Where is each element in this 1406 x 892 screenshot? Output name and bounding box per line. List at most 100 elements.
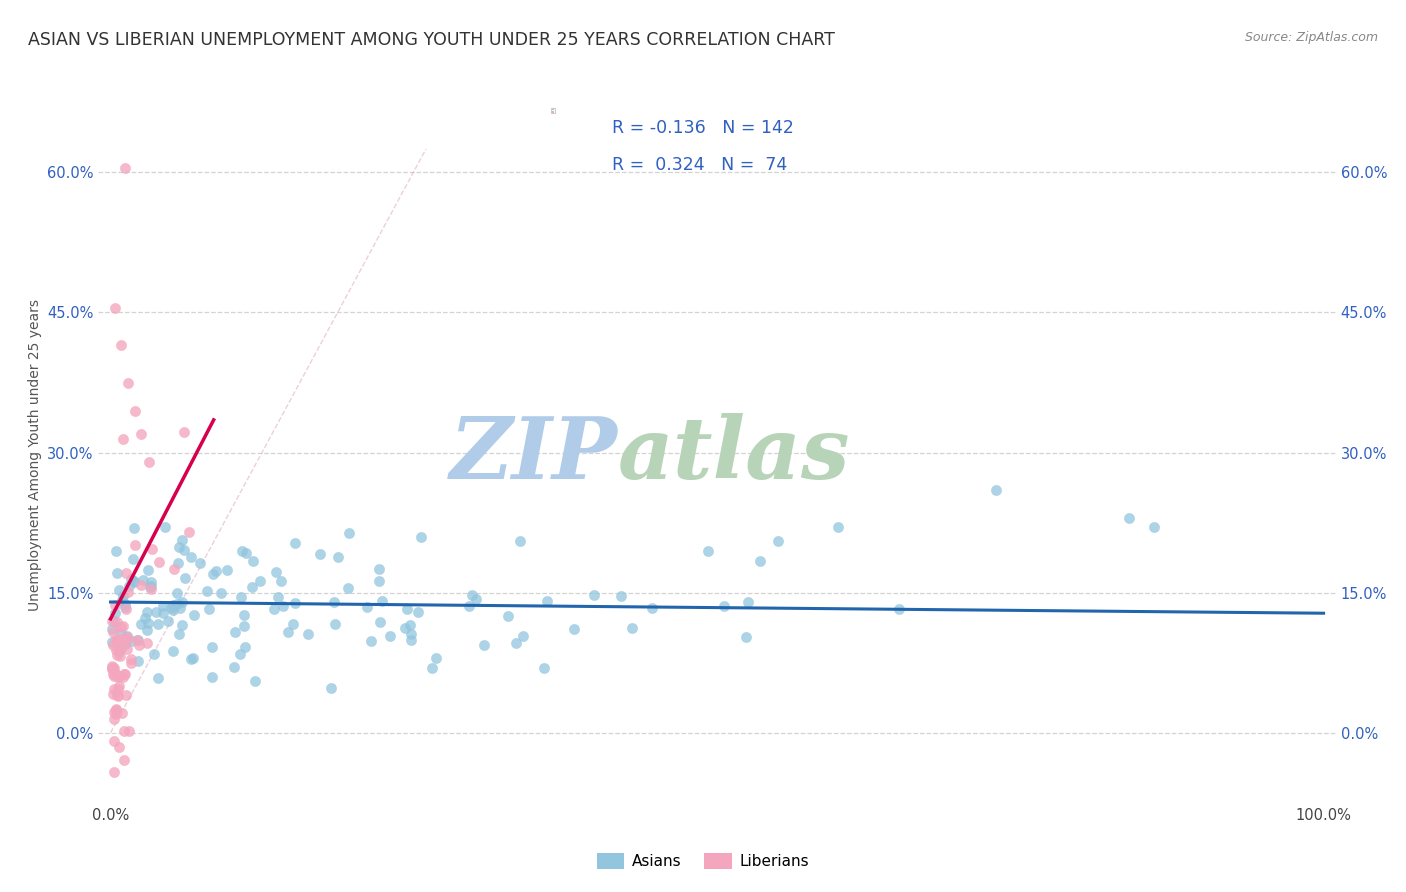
Text: R =  0.324   N =  74: R = 0.324 N = 74 — [612, 156, 787, 175]
Point — [115, 602, 138, 616]
Point — [110, 620, 132, 634]
Point — [267, 590, 290, 604]
Point — [263, 602, 285, 616]
Point — [114, 161, 136, 175]
Point — [509, 534, 531, 549]
Point — [131, 617, 153, 632]
Point — [183, 607, 205, 622]
Point — [271, 599, 294, 614]
Point — [232, 607, 254, 622]
Point — [173, 542, 195, 557]
Point — [159, 601, 181, 615]
Point — [202, 567, 225, 582]
Point — [105, 688, 128, 702]
Point — [512, 629, 534, 643]
Point — [235, 546, 257, 560]
Point — [136, 623, 159, 637]
Point — [163, 561, 186, 575]
Point — [103, 705, 125, 719]
Point — [105, 633, 128, 648]
Point — [115, 632, 138, 647]
Point — [420, 660, 443, 674]
Point — [107, 670, 129, 684]
Point — [107, 679, 129, 693]
Point — [107, 740, 129, 755]
Point — [425, 651, 447, 665]
Point — [139, 582, 162, 596]
Point — [297, 627, 319, 641]
Point — [620, 620, 643, 634]
Text: Source: ZipAtlas.com: Source: ZipAtlas.com — [1244, 31, 1378, 45]
Point — [101, 687, 124, 701]
Point — [143, 647, 166, 661]
Text: atlas: atlas — [619, 413, 851, 497]
Point — [110, 626, 132, 640]
Point — [136, 605, 159, 619]
Point — [127, 632, 149, 647]
Point — [108, 644, 131, 658]
Point — [124, 538, 146, 552]
Point — [112, 723, 135, 738]
Point — [105, 642, 128, 657]
Point — [162, 644, 184, 658]
Point — [101, 666, 124, 681]
Point — [371, 594, 394, 608]
Point — [105, 543, 128, 558]
Point — [195, 584, 218, 599]
Point — [104, 701, 127, 715]
Point — [277, 625, 299, 640]
Point — [984, 483, 1007, 497]
Point — [103, 712, 125, 726]
Point — [177, 524, 200, 539]
Point — [229, 591, 252, 605]
Point — [173, 425, 195, 440]
Point — [120, 572, 142, 586]
Point — [104, 598, 127, 612]
Point — [145, 605, 167, 619]
Point — [108, 582, 131, 597]
Point — [533, 661, 555, 675]
Point — [148, 555, 170, 569]
Point — [399, 618, 422, 632]
Point — [201, 640, 224, 655]
Point — [122, 574, 145, 589]
Point — [174, 571, 197, 585]
Point — [166, 586, 188, 600]
Point — [270, 574, 292, 588]
Point — [104, 706, 127, 721]
Point — [111, 706, 134, 720]
Point — [117, 629, 139, 643]
Point — [368, 574, 391, 588]
Point — [409, 530, 432, 544]
Text: ZIP: ZIP — [450, 413, 619, 497]
Point — [162, 598, 184, 612]
Point — [124, 403, 146, 417]
Point — [122, 521, 145, 535]
Point — [101, 624, 124, 639]
Point — [108, 648, 131, 663]
Point — [134, 611, 156, 625]
Point — [735, 630, 758, 644]
Text: ASIAN VS LIBERIAN UNEMPLOYMENT AMONG YOUTH UNDER 25 YEARS CORRELATION CHART: ASIAN VS LIBERIAN UNEMPLOYMENT AMONG YOU… — [28, 31, 835, 49]
Point — [505, 635, 527, 649]
Point — [233, 640, 256, 654]
Point — [103, 614, 125, 628]
Point — [233, 619, 256, 633]
Point — [406, 605, 429, 619]
Point — [104, 666, 127, 681]
Point — [146, 671, 169, 685]
Point — [146, 617, 169, 632]
Point — [112, 619, 135, 633]
Point — [104, 703, 127, 717]
Point — [139, 579, 162, 593]
Point — [107, 689, 129, 703]
Point — [115, 688, 138, 702]
Point — [198, 601, 221, 615]
Point — [100, 634, 122, 648]
Point — [127, 632, 149, 647]
Point — [117, 641, 139, 656]
Point — [172, 533, 194, 547]
Point — [105, 615, 128, 630]
Y-axis label: Unemployment Among Youth under 25 years: Unemployment Among Youth under 25 years — [28, 299, 42, 611]
Point — [368, 615, 391, 630]
